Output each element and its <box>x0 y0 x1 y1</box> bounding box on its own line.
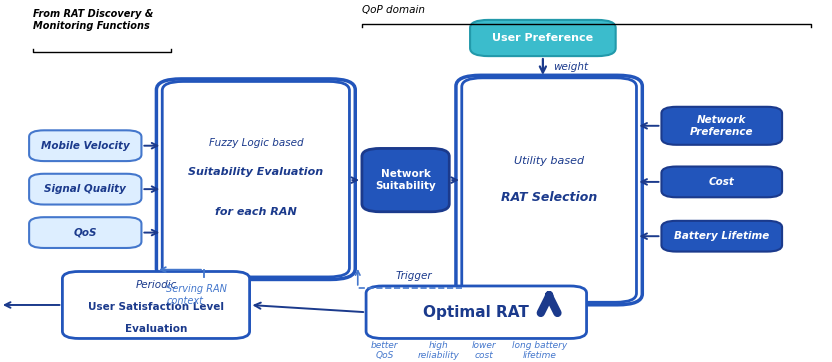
FancyBboxPatch shape <box>362 148 449 212</box>
FancyBboxPatch shape <box>462 78 636 302</box>
Text: User Preference: User Preference <box>493 33 593 43</box>
Text: User Satisfaction Level: User Satisfaction Level <box>88 302 224 312</box>
FancyBboxPatch shape <box>29 174 141 205</box>
Text: Serving RAN
context: Serving RAN context <box>166 284 227 306</box>
Text: weight: weight <box>553 62 588 72</box>
Text: QoP domain: QoP domain <box>362 5 425 16</box>
FancyBboxPatch shape <box>366 286 587 338</box>
FancyBboxPatch shape <box>156 79 355 279</box>
FancyBboxPatch shape <box>661 167 782 197</box>
FancyBboxPatch shape <box>470 20 616 56</box>
Text: high
reliability: high reliability <box>418 341 459 360</box>
Text: Network
Suitability: Network Suitability <box>375 169 436 191</box>
Text: Suitability Evaluation: Suitability Evaluation <box>188 167 324 177</box>
Text: for each RAN: for each RAN <box>215 207 297 217</box>
Text: RAT Selection: RAT Selection <box>501 191 597 204</box>
FancyBboxPatch shape <box>661 107 782 145</box>
FancyBboxPatch shape <box>661 221 782 252</box>
Text: Utility based: Utility based <box>514 156 584 166</box>
Text: better
QoS: better QoS <box>370 341 399 360</box>
FancyBboxPatch shape <box>456 75 642 305</box>
FancyBboxPatch shape <box>29 217 141 248</box>
Text: Evaluation: Evaluation <box>125 324 187 333</box>
Text: Trigger: Trigger <box>395 270 433 281</box>
Text: Optimal RAT: Optimal RAT <box>423 305 529 320</box>
Text: long battery
lifetime: long battery lifetime <box>512 341 567 360</box>
Text: QoS: QoS <box>73 228 97 237</box>
FancyBboxPatch shape <box>62 272 250 338</box>
Text: Fuzzy Logic based: Fuzzy Logic based <box>209 138 303 148</box>
FancyBboxPatch shape <box>29 130 141 161</box>
Text: Cost: Cost <box>709 177 735 187</box>
Text: Battery Lifetime: Battery Lifetime <box>674 231 770 241</box>
Text: Signal Quality: Signal Quality <box>44 184 126 194</box>
FancyBboxPatch shape <box>162 81 349 277</box>
Text: From RAT Discovery &
Monitoring Functions: From RAT Discovery & Monitoring Function… <box>33 9 154 31</box>
Text: Periodic: Periodic <box>136 280 176 290</box>
Text: Network
Preference: Network Preference <box>690 115 754 136</box>
Text: Mobile Velocity: Mobile Velocity <box>41 141 130 151</box>
Text: lower
cost: lower cost <box>472 341 497 360</box>
